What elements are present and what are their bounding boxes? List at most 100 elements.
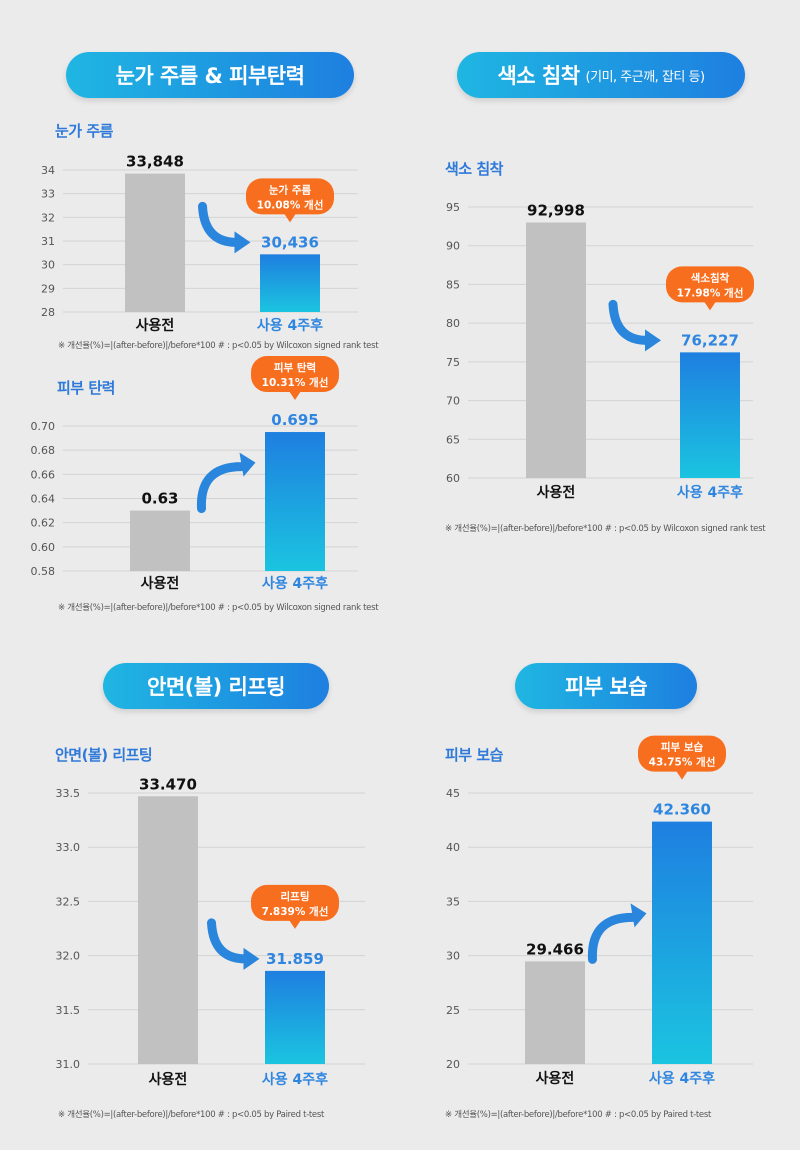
chart-title-moisture: 피부 보습 bbox=[445, 746, 503, 764]
data-label: 29.466 bbox=[526, 940, 584, 958]
y-tick-label: 33.0 bbox=[56, 841, 81, 854]
callout-bubble bbox=[666, 266, 754, 303]
y-tick-label: 0.66 bbox=[31, 468, 56, 481]
improvement-callout: 피부 보습 43.75% 개선 bbox=[638, 735, 726, 780]
y-tick-label: 35 bbox=[446, 895, 460, 908]
y-tick-label: 20 bbox=[446, 1058, 460, 1071]
y-tick-label: 30 bbox=[41, 259, 55, 272]
pigment-chart: 60 65 70 75 80 85 90 95 92,998 사용전 76,227 사용 4주후 색소침… bbox=[446, 201, 754, 501]
footnote-elasticity: ※ 개선율(%)=|(after-before)|/before*100 # :… bbox=[58, 603, 379, 613]
chart-title-wrinkle: 눈가 주름 bbox=[55, 122, 113, 140]
callout-bubble bbox=[638, 735, 726, 772]
callout-pointer bbox=[676, 770, 688, 780]
y-tick-label: 31.0 bbox=[56, 1058, 81, 1071]
bar-after bbox=[265, 970, 325, 1064]
improvement-callout: 색소침착 17.98% 개선 bbox=[666, 266, 754, 311]
x-category-label: 사용전 bbox=[141, 575, 180, 592]
bar-before bbox=[138, 796, 198, 1064]
x-category-label: 사용전 bbox=[537, 484, 576, 501]
data-label: 76,227 bbox=[681, 331, 739, 349]
callout-line: 10.31% 개선 bbox=[262, 376, 329, 389]
arrow-shaft bbox=[196, 462, 246, 514]
x-category-label: 사용 4주후 bbox=[649, 1071, 715, 1087]
data-label: 42.360 bbox=[653, 801, 711, 819]
y-tick-label: 95 bbox=[446, 201, 460, 214]
trend-arrow-icon bbox=[608, 299, 661, 352]
y-tick-label: 60 bbox=[446, 472, 460, 485]
section-pill-lifting: 안면(볼) 리프팅 bbox=[103, 663, 329, 709]
y-tick-label: 85 bbox=[446, 278, 460, 291]
x-category-label: 사용전 bbox=[149, 1071, 188, 1088]
y-tick-label: 90 bbox=[446, 240, 460, 253]
data-label: 92,998 bbox=[527, 202, 585, 220]
callout-line: 피부 탄력 bbox=[274, 361, 316, 374]
y-tick-label: 0.70 bbox=[31, 420, 56, 433]
y-tick-label: 40 bbox=[446, 841, 460, 854]
y-tick-label: 34 bbox=[41, 164, 55, 177]
callout-line: 43.75% 개선 bbox=[649, 756, 716, 769]
moisture-chart: 20 25 30 35 40 45 29.466 사용전 42.360 사용 4주후 피부 보습 43… bbox=[446, 735, 753, 1087]
section-sublabel: (기미, 주근깨, 잡티 등) bbox=[585, 69, 706, 85]
arrow-head bbox=[239, 452, 256, 477]
y-tick-label: 31 bbox=[41, 235, 55, 248]
arrow-head bbox=[630, 903, 647, 928]
callout-line: 10.08% 개선 bbox=[257, 198, 324, 211]
x-category-label: 사용 4주후 bbox=[677, 485, 743, 501]
footnote-moisture: ※ 개선율(%)=|(after-before)|/before*100 # :… bbox=[445, 1110, 711, 1120]
trend-arrow-icon bbox=[198, 201, 251, 254]
y-tick-label: 32 bbox=[41, 211, 55, 224]
improvement-callout: 눈가 주름 10.08% 개선 bbox=[246, 178, 334, 223]
y-tick-label: 70 bbox=[446, 395, 460, 408]
x-category-label: 사용 4주후 bbox=[257, 318, 323, 334]
y-tick-label: 0.64 bbox=[31, 493, 56, 506]
y-tick-label: 28 bbox=[41, 306, 55, 319]
callout-bubble bbox=[246, 178, 334, 215]
callout-pointer bbox=[704, 301, 716, 311]
bar-after bbox=[652, 821, 712, 1064]
y-tick-label: 29 bbox=[41, 282, 55, 295]
callout-line: 눈가 주름 bbox=[269, 183, 312, 196]
arrow-head bbox=[645, 329, 661, 352]
arrow-shaft bbox=[587, 912, 637, 964]
callout-line: 피부 보습 bbox=[661, 741, 704, 754]
y-tick-label: 25 bbox=[446, 1004, 460, 1017]
section-label: 피부 보습 bbox=[564, 675, 648, 699]
wrinkle-chart: 28 29 30 31 32 33 34 33,848 사용전 30,436 사용 4주후 눈가 주름… bbox=[41, 153, 358, 334]
bar-before bbox=[525, 961, 585, 1064]
lifting-chart: 31.0 31.5 32.0 32.5 33.0 33.5 33.470 사용전 31.859 사… bbox=[56, 775, 365, 1088]
data-label: 33,848 bbox=[126, 153, 184, 171]
x-category-label: 사용전 bbox=[536, 1070, 575, 1087]
arrow-head bbox=[234, 231, 251, 254]
y-tick-label: 45 bbox=[446, 787, 460, 800]
improvement-callout: 리프팅 7.839% 개선 bbox=[251, 884, 339, 929]
trend-arrow-icon bbox=[587, 903, 647, 964]
y-tick-label: 32.0 bbox=[56, 950, 81, 963]
trend-arrow-icon bbox=[196, 452, 256, 514]
y-tick-label: 0.58 bbox=[31, 565, 56, 578]
callout-pointer bbox=[289, 391, 301, 401]
y-tick-label: 31.5 bbox=[56, 1004, 81, 1017]
callout-bubble bbox=[251, 356, 339, 393]
y-tick-label: 33 bbox=[41, 188, 55, 201]
callout-line: 17.98% 개선 bbox=[677, 286, 744, 299]
y-tick-label: 32.5 bbox=[56, 895, 81, 908]
x-category-label: 사용전 bbox=[136, 317, 175, 334]
improvement-callout: 피부 탄력 10.31% 개선 bbox=[251, 356, 339, 401]
x-category-label: 사용 4주후 bbox=[262, 1072, 328, 1088]
arrow-shaft bbox=[198, 201, 241, 247]
y-tick-label: 0.62 bbox=[31, 517, 56, 530]
arrow-shaft bbox=[608, 299, 652, 345]
section-pill-wrinkle-elasticity: 눈가 주름 & 피부탄력 bbox=[66, 52, 354, 98]
footnote-pigment: ※ 개선율(%)=|(after-before)|/before*100 # :… bbox=[445, 524, 766, 534]
y-tick-label: 65 bbox=[446, 433, 460, 446]
y-tick-label: 80 bbox=[446, 317, 460, 330]
data-label: 0.63 bbox=[141, 490, 178, 508]
chart-title-pigment: 색소 침착 bbox=[445, 160, 503, 178]
y-tick-label: 75 bbox=[446, 356, 460, 369]
chart-title-lifting: 안면(볼) 리프팅 bbox=[55, 746, 153, 764]
data-label: 30,436 bbox=[261, 233, 319, 251]
callout-bubble bbox=[251, 884, 339, 921]
bar-before bbox=[526, 222, 586, 478]
data-label: 33.470 bbox=[139, 775, 197, 793]
trend-arrow-icon bbox=[207, 918, 260, 970]
